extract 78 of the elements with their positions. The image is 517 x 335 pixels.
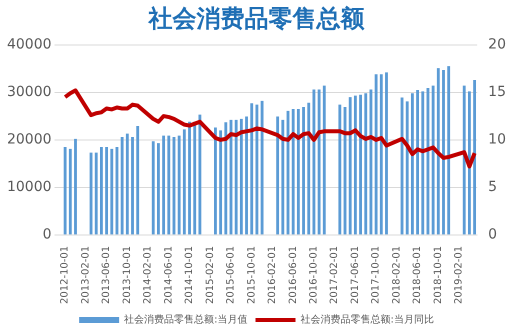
- x-tick-label: 2012-10-01: [60, 246, 71, 304]
- bar: [131, 136, 134, 234]
- bar: [100, 146, 103, 234]
- bar: [276, 116, 280, 234]
- bar: [318, 89, 321, 234]
- x-tick-label: 2016-06-01: [288, 246, 299, 304]
- bar: [359, 94, 362, 234]
- bar: [255, 104, 258, 234]
- bar: [473, 80, 476, 234]
- y-tick-label: 0: [42, 226, 52, 243]
- x-tick-label: 2014-10-01: [184, 246, 196, 304]
- x-tick-label: 2016-10-01: [308, 246, 320, 304]
- y2-tick-label: 0: [488, 226, 498, 243]
- x-tick-label: 2019-02-01: [454, 246, 465, 304]
- bar: [120, 136, 124, 234]
- x-tick-label: 2018-02-01: [391, 246, 402, 304]
- bar: [410, 93, 414, 234]
- bar: [245, 116, 248, 234]
- x-tick-label: 2018-06-01: [412, 246, 424, 304]
- bar: [416, 90, 420, 234]
- bar: [182, 129, 186, 234]
- bar: [442, 70, 445, 234]
- x-tick-label: 2017-06-01: [350, 246, 361, 304]
- y2-tick-label: 10: [488, 131, 506, 148]
- bar: [312, 89, 316, 234]
- legend-label: 社会消费品零售总额:当月同比: [300, 314, 434, 326]
- bar: [400, 98, 404, 234]
- bar: [385, 72, 388, 234]
- bar: [468, 91, 471, 234]
- bar: [286, 110, 290, 234]
- y-tick-label: 20000: [6, 131, 52, 148]
- bar: [162, 136, 166, 234]
- bar: [178, 136, 181, 234]
- bar: [432, 86, 435, 234]
- bar: [260, 100, 264, 234]
- bar: [374, 74, 378, 234]
- y-tick-label: 40000: [6, 36, 52, 52]
- bar: [126, 134, 129, 234]
- y2-tick-label: 5: [488, 179, 498, 196]
- bar: [370, 89, 372, 234]
- x-tick-label: 2013-06-01: [101, 246, 112, 304]
- bar: [64, 146, 67, 234]
- bar: [90, 152, 92, 234]
- x-tick-label: 2016-02-01: [267, 246, 278, 304]
- bar: [354, 96, 357, 234]
- bar: [157, 143, 160, 234]
- y-tick-label: 10000: [6, 179, 52, 196]
- x-tick-label: 2014-06-01: [163, 246, 174, 304]
- bar: [188, 122, 191, 234]
- bar: [198, 114, 202, 234]
- y-tick-label: 30000: [6, 84, 52, 100]
- x-tick-label: 2018-10-01: [432, 246, 444, 304]
- bar: [230, 120, 232, 234]
- bar: [116, 146, 118, 234]
- bar: [105, 146, 108, 234]
- bar: [296, 108, 300, 234]
- bar: [74, 138, 77, 234]
- y2-tick-label: 15: [488, 84, 506, 100]
- x-tick-label: 2017-10-01: [370, 246, 382, 304]
- x-tick-label: 2014-02-01: [142, 246, 154, 304]
- bar: [240, 118, 243, 234]
- chart-title: 社会消费品零售总额: [148, 4, 366, 33]
- bar: [344, 107, 346, 234]
- bar: [302, 107, 305, 234]
- y2-tick-label: 20: [488, 36, 506, 52]
- x-tick-label: 2013-02-01: [80, 246, 92, 304]
- x-tick-label: 2015-06-01: [226, 246, 237, 304]
- x-tick-label: 2015-10-01: [246, 246, 258, 304]
- bar: [234, 120, 238, 234]
- x-tick-label: 2013-10-01: [122, 246, 133, 304]
- bar: [338, 104, 342, 234]
- bar: [219, 130, 222, 234]
- bar: [214, 127, 217, 234]
- x-tick-label: 2015-02-01: [204, 246, 216, 304]
- bar: [172, 136, 176, 234]
- bar: [426, 88, 430, 234]
- x-tick-label: 2017-02-01: [329, 246, 340, 304]
- legend-label: 社会消费品零售总额:当月值: [124, 314, 248, 326]
